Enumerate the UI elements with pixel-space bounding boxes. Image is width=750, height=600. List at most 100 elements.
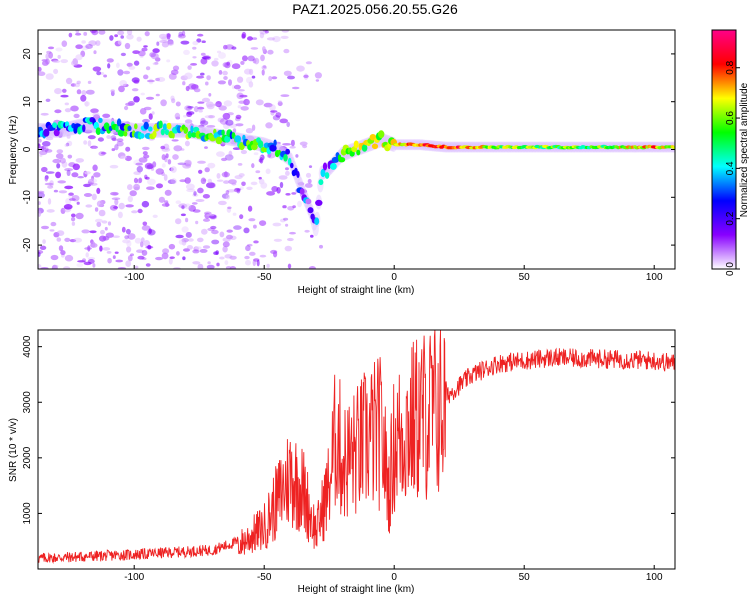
spectrogram-noise-cell: [52, 60, 61, 63]
colorbar: 0.0 0.2 0.4 0.6 0.8 Normalized spectral ampl…: [711, 29, 750, 276]
spectrogram-noise-cell: [110, 89, 115, 93]
spectrogram-noise-cell: [122, 239, 131, 244]
spectrogram-ridge-cell: [52, 122, 58, 128]
spectrogram-noise-cell: [96, 187, 101, 194]
spectrogram-noise-cell: [176, 251, 180, 256]
spectrogram-ridge-cell: [183, 126, 189, 134]
spectrogram-noise-cell: [283, 48, 290, 54]
spectrogram-noise-cell: [91, 30, 99, 36]
spectrogram-noise-cell: [84, 101, 89, 107]
spectrogram-noise-cell: [148, 113, 153, 120]
spectrogram-noise-cell: [170, 166, 177, 173]
spectrogram-noise-cell: [201, 127, 206, 132]
spectrogram-noise-cell: [307, 178, 312, 184]
spectrogram-noise-cell: [144, 31, 150, 37]
spectrogram-noise-cell: [68, 32, 73, 38]
spectrogram-noise-cell: [197, 187, 204, 194]
spectrogram-noise-cell: [167, 179, 176, 184]
spectrogram-noise-cell: [119, 80, 127, 87]
spectrogram-noise-cell: [87, 135, 96, 140]
spectrogram-noise-cell: [85, 44, 93, 49]
spectrogram-noise-cell: [285, 223, 289, 227]
spectrogram-noise-cell: [180, 40, 190, 45]
spectrogram-noise-cell: [149, 52, 156, 58]
spectrogram-noise-cell: [60, 94, 69, 98]
spectrogram-noise-cell: [243, 98, 250, 106]
spectrogram-noise-cell: [266, 263, 270, 268]
spectrogram-noise-cell: [170, 95, 175, 101]
spectrogram-ridge-cell: [285, 148, 290, 155]
spectrogram-noise-cell: [148, 78, 154, 85]
spectrogram-noise-cell: [128, 65, 136, 70]
spectrogram-noise-cell: [38, 201, 41, 205]
spectrogram-noise-cell: [197, 101, 205, 104]
spectrogram-noise-cell: [102, 113, 111, 119]
spectrogram-noise-cell: [235, 114, 242, 120]
spectrogram-noise-cell: [240, 106, 249, 111]
spectrogram-noise-cell: [92, 112, 100, 118]
spectrogram-noise-cell: [100, 151, 107, 155]
spectrogram-noise-cell: [314, 72, 322, 79]
spectrogram-noise-cell: [127, 255, 133, 262]
spectrogram-noise-cell: [141, 47, 148, 52]
spectrogram-ridge-cell: [98, 117, 103, 123]
spectrogram-noise-cell: [81, 40, 86, 44]
spectrogram-noise-cell: [237, 163, 243, 166]
spectrogram-noise-cell: [138, 177, 143, 184]
spectrogram-noise-cell: [160, 120, 169, 123]
spectrogram-noise-cell: [186, 188, 196, 193]
spectrogram-noise-cell: [170, 178, 177, 185]
spectrogram-noise-cell: [87, 80, 92, 84]
spectrogram-noise-cell: [169, 256, 175, 260]
spectrogram-noise-cell: [159, 33, 168, 40]
spectrogram-noise-cell: [207, 162, 216, 169]
spectrogram-noise-cell: [66, 134, 71, 139]
x-tick-label: -100: [124, 272, 144, 283]
spectrogram-noise-cell: [41, 166, 48, 173]
spectrogram-noise-cell: [64, 168, 73, 172]
spectrogram-noise-cell: [88, 178, 95, 186]
spectrogram-noise-cell: [191, 202, 198, 205]
spectrogram-noise-cell: [145, 96, 155, 100]
spectrogram-noise-cell: [68, 198, 76, 201]
spectrogram-noise-cell: [76, 80, 81, 85]
spectrogram-ridge-cell: [143, 121, 149, 130]
spectrogram-noise-cell: [206, 125, 216, 128]
x-tick-label: 0: [391, 572, 397, 583]
spectrogram-noise-cell: [106, 135, 111, 139]
spectrogram-noise-cell: [61, 40, 68, 47]
spectrogram-noise-cell: [81, 90, 87, 96]
spectrogram-noise-cell: [251, 163, 255, 169]
spectrogram-noise-cell: [283, 217, 289, 221]
spectrogram-noise-cell: [110, 191, 119, 196]
spectrogram-noise-cell: [175, 200, 182, 204]
spectrogram-noise-cell: [49, 229, 55, 232]
spectrogram-noise-cell: [120, 155, 127, 160]
spectrogram-noise-cell: [83, 193, 93, 197]
spectrogram-noise-cell: [66, 140, 73, 147]
spectrogram-noise-cell: [232, 212, 237, 216]
spectrogram-ridge-cell: [320, 168, 326, 178]
spectrogram-noise-cell: [211, 229, 219, 235]
spectrogram-noise-cell: [143, 45, 148, 48]
y-tick-label: 20: [22, 48, 33, 60]
spectrogram-noise-cell: [38, 210, 42, 217]
spectrogram-noise-cell: [170, 69, 179, 75]
spectrogram-noise-cell: [146, 79, 155, 83]
spectrogram-noise-cell: [99, 245, 103, 252]
spectrogram-noise-cell: [258, 176, 262, 180]
spectrogram-noise-cell: [133, 79, 140, 84]
spectrogram-noise-cell: [181, 239, 187, 246]
spectrogram-noise-cell: [263, 102, 273, 108]
spectrogram-ridge-cell: [331, 156, 340, 163]
spectrogram-noise-cell: [64, 102, 70, 106]
spectrogram-noise-cell: [207, 227, 215, 232]
spectrogram-noise-cell: [180, 213, 186, 217]
spectrogram-noise-cell: [38, 250, 44, 254]
spectrogram-noise-cell: [64, 254, 74, 262]
spectrogram-noise-cell: [235, 123, 244, 127]
spectrogram-noise-cell: [102, 247, 111, 251]
spectrogram-noise-cell: [259, 32, 265, 39]
spectrogram-noise-cell: [165, 153, 169, 159]
spectrogram-noise-cell: [87, 140, 92, 147]
